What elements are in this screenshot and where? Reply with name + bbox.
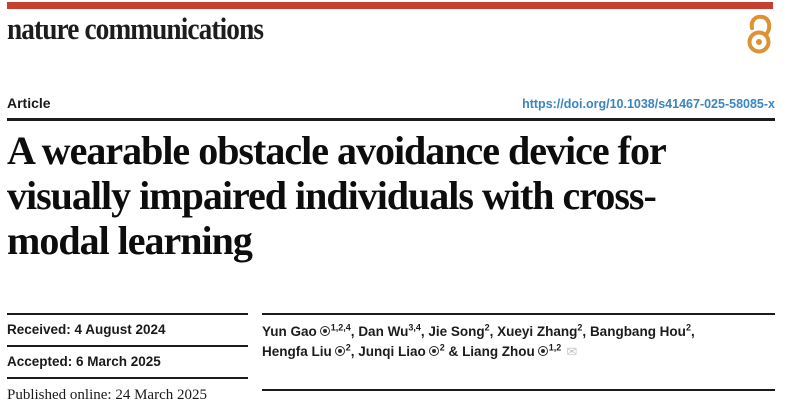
author-affiliation-superscript: 2 xyxy=(577,322,583,333)
author-name[interactable]: Liang Zhou xyxy=(462,344,535,359)
author-name[interactable]: Bangbang Hou xyxy=(589,324,686,339)
orcid-icon[interactable] xyxy=(319,326,330,336)
author-affiliation-superscript: 2 xyxy=(484,322,490,333)
title-line: modal learning xyxy=(7,218,253,263)
received-date: Received: 4 August 2024 xyxy=(7,313,248,345)
orcid-icon[interactable] xyxy=(537,346,548,356)
author-name[interactable]: Hengfa Liu xyxy=(262,344,332,359)
author-name[interactable]: Jie Song xyxy=(428,324,485,339)
author-name[interactable]: Dan Wu xyxy=(358,324,409,339)
orcid-icon[interactable] xyxy=(334,346,345,356)
author-affiliation-superscript: 2 xyxy=(439,342,445,353)
author-name[interactable]: Junqi Liao xyxy=(358,344,426,359)
author-affiliation-superscript: 2 xyxy=(685,322,691,333)
title-line: A wearable obstacle avoidance device for xyxy=(7,128,667,173)
orcid-icon[interactable] xyxy=(428,346,439,356)
article-title: A wearable obstacle avoidance device for… xyxy=(7,128,667,263)
authors-block: Yun Gao 1,2,4, Dan Wu3,4, Jie Song2, Xuey… xyxy=(262,313,775,391)
published-date: Published online: 24 March 2025 xyxy=(7,377,248,406)
author-affiliation-superscript: 1,2,4 xyxy=(330,322,351,333)
author-affiliation-superscript: 3,4 xyxy=(408,322,421,333)
open-access-icon xyxy=(741,13,777,55)
author-name[interactable]: Yun Gao xyxy=(262,324,317,339)
authors-list: Yun Gao 1,2,4, Dan Wu3,4, Jie Song2, Xuey… xyxy=(262,322,695,359)
author-affiliation-superscript: 1,2 xyxy=(548,342,562,353)
accepted-date: Accepted: 6 March 2025 xyxy=(7,345,248,377)
author-name[interactable]: Xueyi Zhang xyxy=(497,324,578,339)
dates-column: Received: 4 August 2024 Accepted: 6 Marc… xyxy=(7,313,248,406)
title-line: visually impaired individuals with cross… xyxy=(7,173,657,218)
doi-link[interactable]: https://doi.org/10.1038/s41467-025-58085… xyxy=(522,97,775,111)
article-meta-row: Article https://doi.org/10.1038/s41467-0… xyxy=(7,95,775,121)
author-affiliation-superscript: 2 xyxy=(345,342,351,353)
brand-accent-bar xyxy=(7,2,773,9)
journal-wordmark[interactable]: nature communications xyxy=(7,11,264,46)
article-type-label: Article xyxy=(7,95,51,111)
email-icon[interactable]: ✉ xyxy=(566,344,578,359)
